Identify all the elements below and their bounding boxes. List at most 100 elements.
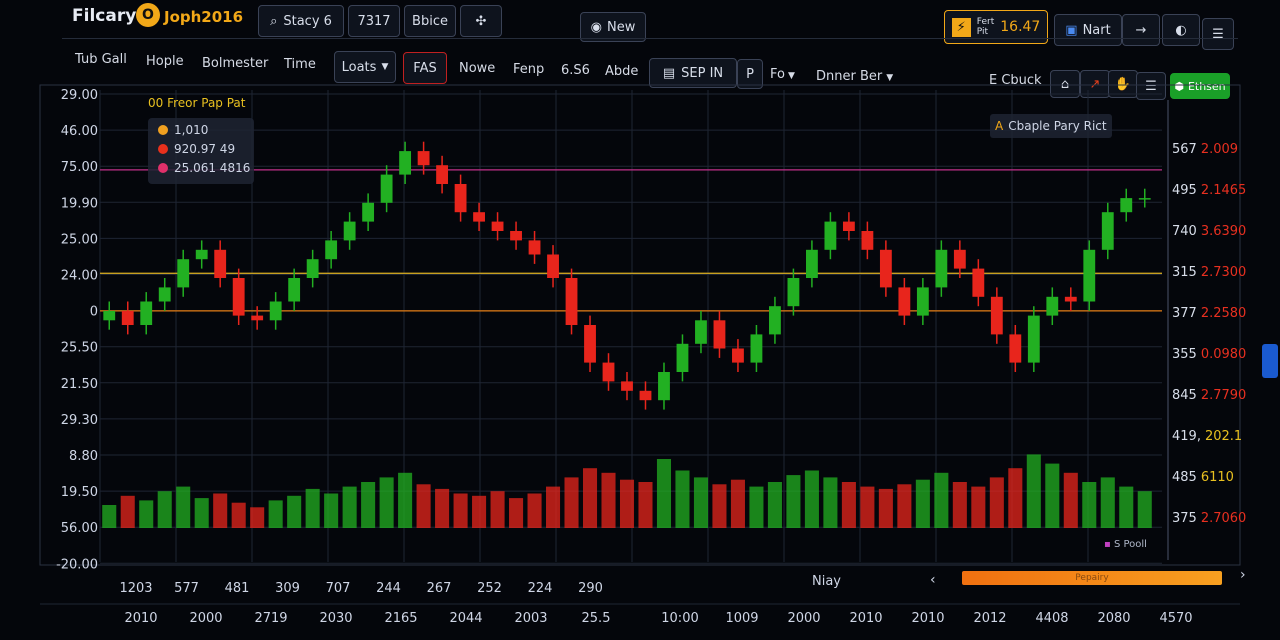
caret: ▼ bbox=[886, 73, 894, 83]
candle-body bbox=[879, 249, 892, 288]
right-label-b: 3.6390 bbox=[1201, 224, 1247, 239]
dinner-dropdown[interactable]: Dnner Ber ▼ bbox=[816, 69, 893, 84]
p-button[interactable]: P bbox=[737, 59, 763, 89]
y-label: 29.30 bbox=[61, 413, 98, 428]
candle-body bbox=[658, 372, 670, 401]
sep-button[interactable]: ▤ SEP IN bbox=[649, 58, 737, 88]
footnote-text: S Pooll bbox=[1113, 539, 1147, 550]
volume-bar bbox=[287, 495, 302, 528]
tool-item[interactable]: 6.S6 bbox=[561, 63, 590, 78]
x-label: 1203 bbox=[119, 581, 152, 596]
volume-bar bbox=[213, 493, 228, 528]
right-label-b: 202.1 bbox=[1205, 429, 1242, 444]
candle-body bbox=[861, 231, 874, 250]
tab[interactable]: Time bbox=[284, 57, 316, 72]
tab[interactable]: Bolmester bbox=[202, 56, 269, 71]
volume-bar bbox=[878, 488, 893, 528]
candle-body bbox=[972, 268, 985, 297]
candle-body bbox=[1064, 296, 1077, 302]
volume-bar bbox=[324, 493, 339, 528]
logo-mark: O bbox=[136, 3, 160, 27]
loats-text: Loats bbox=[341, 59, 377, 75]
volume-bar bbox=[564, 477, 579, 528]
x-label: 244 bbox=[376, 581, 401, 596]
fo-dropdown[interactable]: Fo ▼ bbox=[770, 67, 795, 82]
new-icon: ◉ bbox=[590, 19, 602, 35]
right-label: 419, 202.1 bbox=[1172, 429, 1242, 444]
nart-button[interactable]: ▣ Nart bbox=[1054, 14, 1122, 46]
volume-bar bbox=[656, 459, 672, 528]
loats-dropdown[interactable]: Loats ▼ bbox=[334, 51, 396, 83]
volume-bar bbox=[730, 479, 745, 528]
menu-button[interactable]: ☰ bbox=[1202, 18, 1234, 50]
x-label: 2719 bbox=[254, 611, 287, 626]
home-button[interactable]: ⌂ bbox=[1050, 70, 1080, 98]
search[interactable]: ⌕ Stacy 6 bbox=[258, 5, 344, 37]
y-label: 8.80 bbox=[69, 449, 98, 464]
right-label: 355 0.0980 bbox=[1172, 347, 1246, 362]
legend-dot bbox=[158, 143, 168, 154]
tool-icon[interactable]: ✣ bbox=[460, 5, 502, 37]
candle-body bbox=[195, 249, 208, 260]
tool-item[interactable]: FAS bbox=[403, 52, 447, 84]
ticker-label: Fert Pit bbox=[977, 17, 994, 37]
legend-item: 1,010 bbox=[148, 120, 254, 139]
right-label: 567 2.009 bbox=[1172, 142, 1238, 157]
period[interactable]: Niay bbox=[812, 574, 841, 589]
y-label: 19.50 bbox=[61, 485, 98, 500]
legend-item: 920.97 49 bbox=[148, 139, 254, 158]
volume-bar bbox=[1082, 482, 1097, 528]
tool-item[interactable]: Fenp bbox=[513, 62, 545, 77]
volume-bar bbox=[675, 470, 690, 528]
compass-button[interactable]: ◐ bbox=[1162, 14, 1200, 46]
action-button[interactable]: ⬢ Ethsen bbox=[1170, 73, 1230, 99]
candle-body bbox=[990, 296, 1003, 335]
next[interactable]: › bbox=[1240, 567, 1246, 583]
candle-body bbox=[417, 151, 430, 166]
arrow-button[interactable]: → bbox=[1122, 14, 1160, 46]
x-label: 2165 bbox=[384, 611, 417, 626]
candle-body bbox=[454, 184, 467, 213]
right-label-a: 315 bbox=[1172, 265, 1197, 280]
button[interactable]: Bbice bbox=[404, 5, 456, 37]
volume-bar bbox=[1045, 463, 1060, 528]
tool-item[interactable]: Nowe bbox=[459, 61, 496, 76]
new-button[interactable]: ◉ New bbox=[580, 12, 646, 42]
tab[interactable]: Hople bbox=[146, 54, 184, 69]
y-label: 0 bbox=[90, 305, 98, 320]
tab[interactable]: Tub Gall bbox=[75, 52, 127, 67]
x-label: 2030 bbox=[319, 611, 352, 626]
candle-body bbox=[1120, 198, 1133, 213]
side-handle[interactable] bbox=[1262, 344, 1278, 378]
candle-body bbox=[916, 287, 929, 316]
button[interactable]: 7317 bbox=[348, 5, 400, 37]
x-label: 2000 bbox=[189, 611, 222, 626]
sep-icon: ▤ bbox=[662, 65, 676, 81]
volume-bar bbox=[1137, 491, 1152, 528]
tool-item[interactable]: Abde bbox=[605, 64, 639, 79]
candle-body bbox=[584, 325, 596, 363]
candle-body bbox=[676, 343, 689, 372]
candle-body bbox=[510, 231, 522, 241]
volume-bar bbox=[157, 491, 172, 528]
volume-bar bbox=[897, 484, 912, 528]
right-label-a: 419, bbox=[1172, 429, 1201, 444]
candle-body bbox=[842, 221, 855, 231]
chart-frame bbox=[39, 84, 1241, 566]
volume-bar bbox=[712, 484, 727, 528]
list-button[interactable]: ☰ bbox=[1136, 72, 1166, 100]
prev[interactable]: ‹ bbox=[930, 572, 936, 588]
candle-body bbox=[399, 151, 412, 175]
candle-body bbox=[565, 278, 578, 325]
right-label-a: 495 bbox=[1172, 183, 1197, 198]
volume-bar bbox=[1026, 454, 1041, 528]
volume-bar bbox=[379, 477, 394, 528]
volume-bar bbox=[361, 482, 376, 528]
caret: ▼ bbox=[787, 71, 795, 81]
progress: Pepairy bbox=[962, 571, 1222, 585]
candle-body bbox=[695, 320, 707, 344]
legend-label: 920.97 49 bbox=[174, 141, 236, 156]
check-link[interactable]: E Cbuck bbox=[989, 73, 1042, 88]
